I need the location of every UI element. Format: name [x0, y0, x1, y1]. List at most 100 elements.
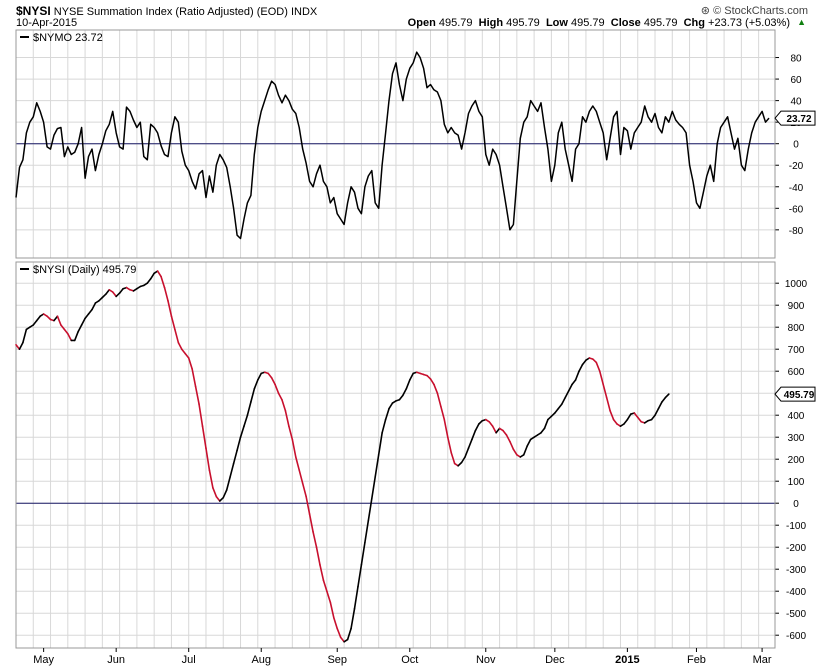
nysi-segment	[246, 401, 252, 417]
nysi-segment	[370, 475, 377, 500]
nysi-segment	[308, 513, 314, 533]
nysi-segment	[205, 447, 211, 472]
nysi-segment	[326, 590, 332, 604]
nysi-segment	[105, 288, 111, 296]
nysi-segment	[60, 324, 66, 331]
high-label: High	[478, 17, 504, 29]
nysi-segment	[560, 396, 567, 406]
nysi-segment	[664, 393, 670, 399]
nysi-segment	[336, 627, 342, 639]
last-value-tag	[774, 110, 816, 126]
up-arrow-icon: ▲	[797, 17, 806, 27]
chg-label: Chg	[683, 17, 705, 29]
nysi-segment	[495, 427, 501, 434]
nysi-segment	[384, 407, 390, 421]
y-tick-label: 1000	[785, 279, 808, 290]
nysi-segment	[253, 379, 259, 390]
nysi-segment	[398, 394, 404, 401]
nysi-segment	[402, 387, 408, 397]
nysi-segment	[429, 378, 435, 386]
nysi-segment	[67, 332, 73, 342]
nysi-segment	[118, 287, 124, 294]
nysi-segment	[215, 495, 221, 502]
nysi-segment	[53, 315, 59, 322]
chart-title: $NYSI NYSE Summation Index (Ratio Adjust…	[16, 4, 317, 18]
panel-frame	[15, 29, 776, 259]
nysi-segment	[609, 409, 615, 421]
y-tick-label: -80	[789, 226, 804, 237]
exchange-label: INDX	[290, 6, 318, 18]
nysi-segment	[156, 270, 162, 278]
high-value: 495.79	[506, 17, 540, 29]
nysi-segment	[443, 418, 449, 439]
nysi-segment	[80, 317, 86, 326]
nysi-segment	[174, 328, 180, 344]
nysi-segment	[598, 370, 605, 386]
nysi-segment	[319, 563, 325, 582]
nysi-segment	[198, 403, 204, 428]
low-label: Low	[545, 17, 568, 29]
nysi-segment	[194, 385, 200, 406]
legend-label: $NYMO 23.72	[33, 32, 103, 44]
nysi-segment	[56, 315, 62, 326]
nysi-segment	[301, 482, 307, 498]
nysi-segment	[474, 423, 480, 432]
x-tick-label: 2015	[615, 654, 639, 666]
nysi-segment	[543, 418, 549, 430]
nysi-segment	[388, 402, 394, 410]
nysi-segment	[163, 286, 169, 302]
nysi-segment	[177, 341, 183, 351]
close-label: Close	[610, 17, 641, 29]
nysi-segment	[636, 416, 642, 423]
nysi-segment	[18, 341, 24, 351]
y-tick-label: 900	[788, 301, 805, 312]
nysi-segment	[657, 401, 663, 410]
nysi-segment	[281, 398, 287, 412]
x-tick-label: Aug	[251, 654, 271, 666]
nysi-segment	[239, 425, 245, 439]
nysi-segment	[650, 414, 656, 421]
y-tick-label: -20	[789, 161, 804, 172]
nysi-segment	[160, 275, 166, 289]
nysi-segment	[111, 291, 117, 298]
nysi-segment	[212, 486, 218, 498]
date-label: 10-Apr-2015	[16, 17, 78, 29]
ohlc-bar: Open 495.79 High 495.79 Low 495.79 Close…	[408, 17, 790, 29]
nysi-segment	[502, 429, 508, 436]
nysi-segment	[277, 392, 283, 401]
nysi-segment	[146, 277, 152, 285]
y-tick-label: 40	[790, 97, 802, 108]
x-tick-label: Jun	[107, 654, 125, 666]
nysi-segment	[557, 403, 563, 410]
nysi-segment	[250, 387, 256, 403]
nysi-segment	[374, 453, 380, 478]
nysi-segment	[270, 376, 276, 386]
nysi-segment	[633, 412, 639, 419]
nysi-segment	[357, 563, 363, 588]
nysi-segment	[460, 456, 466, 464]
nysi-segment	[22, 328, 28, 344]
x-tick-label: Jul	[182, 654, 196, 666]
y-tick-label: -300	[786, 565, 806, 576]
nysi-segment	[170, 315, 176, 331]
nysi-segment	[405, 379, 411, 390]
nysi-segment	[360, 541, 366, 566]
nysi-segment	[377, 431, 383, 456]
nysi-segment	[298, 469, 304, 485]
nysi-segment	[522, 445, 529, 456]
nysi-segment	[332, 616, 339, 630]
nysi-segment	[450, 451, 456, 465]
nysi-segment	[505, 434, 511, 443]
nysi-segment	[567, 383, 573, 392]
nysi-segment	[201, 425, 207, 450]
open-label: Open	[407, 17, 436, 29]
nysi-segment	[623, 418, 629, 425]
low-value: 495.79	[571, 17, 605, 29]
nysi-segment	[654, 407, 660, 417]
x-tick-label: May	[33, 654, 54, 666]
last-value-label: 495.79	[784, 390, 815, 401]
nysi-segment	[84, 313, 90, 320]
nysi-segment	[381, 418, 387, 434]
nysi-segment	[305, 495, 311, 516]
